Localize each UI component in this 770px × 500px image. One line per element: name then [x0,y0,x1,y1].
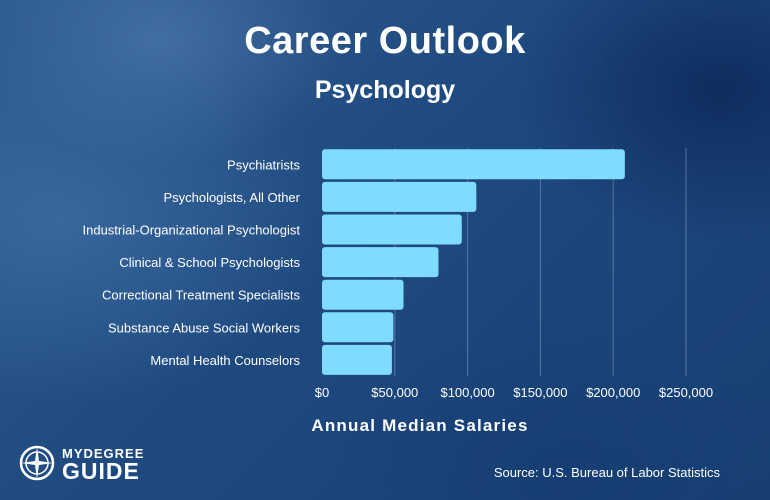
tick-label: $250,000 [659,385,713,400]
category-label: Clinical & School Psychologists [119,255,300,270]
x-axis-title: Annual Median Salaries [311,416,529,435]
bar [322,344,392,375]
bar [322,181,477,212]
bar [322,279,404,310]
tick-label: $50,000 [371,385,418,400]
category-label: Psychologists, All Other [163,190,300,205]
chart-subtitle: Psychology [314,76,456,104]
category-label: Substance Abuse Social Workers [108,320,300,335]
category-label: Industrial-Organizational Psychologist [83,223,301,238]
category-label: Correctional Treatment Specialists [102,288,300,303]
category-label: Mental Health Counselors [150,353,300,368]
tick-label: $200,000 [586,385,640,400]
mydegreeguide-logo: MYDEGREE GUIDE [18,440,148,488]
category-label: Psychiatrists [227,157,300,172]
source-note: Source: U.S. Bureau of Labor Statistics [493,465,720,480]
compass-icon [19,445,55,481]
bar [322,247,439,278]
bar [322,149,625,180]
logo-text-bottom: GUIDE [62,458,140,484]
tick-label: $100,000 [440,385,494,400]
chart-title: Career Outlook [244,20,526,62]
bar [322,312,394,343]
tick-label: $150,000 [513,385,567,400]
tick-label: $0 [315,385,329,400]
logo-text-top: MYDEGREE [62,446,145,461]
bar [322,214,462,245]
